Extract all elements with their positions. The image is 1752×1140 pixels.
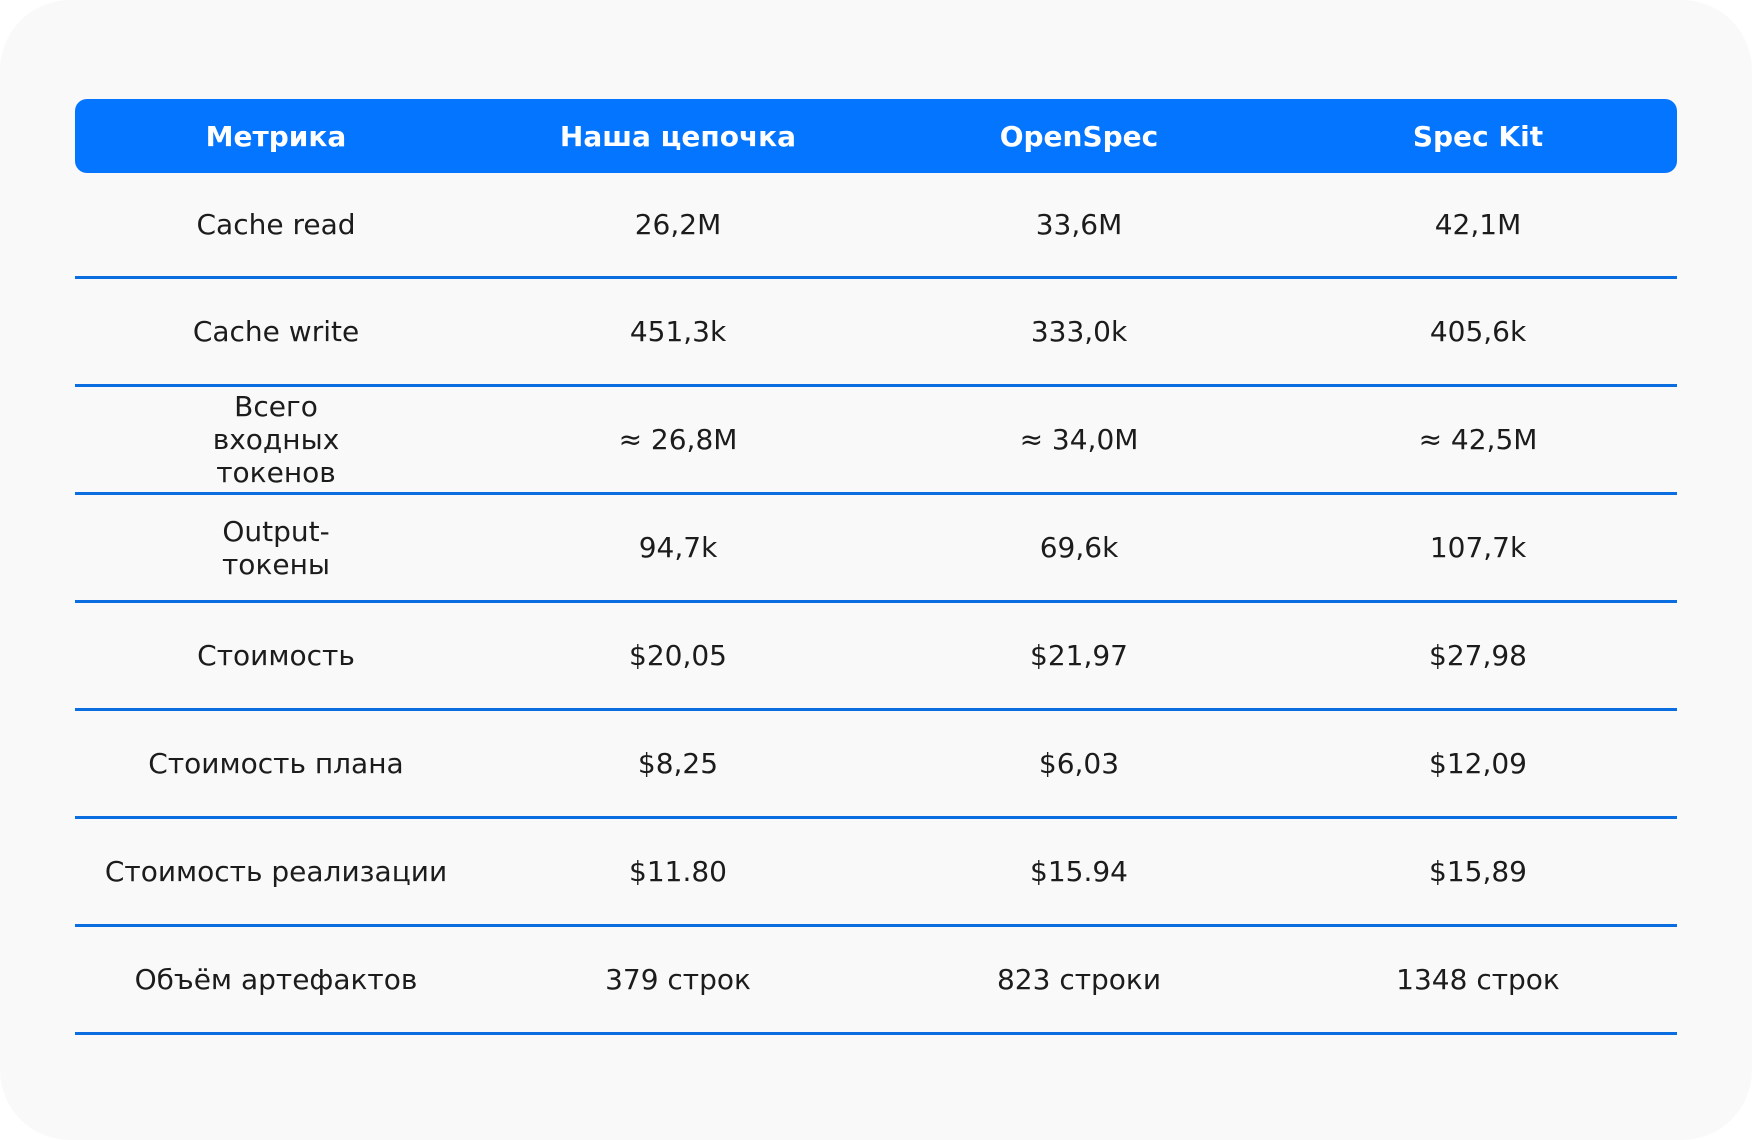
row-value-spec-kit: ≈ 42,5M	[1418, 423, 1538, 456]
row-value-our-chain: 94,7k	[638, 531, 718, 564]
table-row: Объём артефактов 379 строк 823 строки 13…	[75, 927, 1677, 1035]
comparison-table: Метрика Наша цепочка OpenSpec Spec Kit C…	[75, 99, 1677, 1035]
header-metric: Метрика	[205, 119, 347, 153]
row-value-our-chain: $8,25	[637, 747, 719, 780]
row-value-spec-kit: 405,6k	[1429, 315, 1527, 348]
row-value-openspec: $6,03	[1038, 747, 1120, 780]
row-value-openspec: 69,6k	[1039, 531, 1119, 564]
table-row: Всего входных токенов ≈ 26,8M ≈ 34,0M ≈ …	[75, 387, 1677, 495]
row-value-spec-kit: $12,09	[1429, 747, 1527, 780]
row-value-openspec: $21,97	[1030, 639, 1128, 672]
row-metric-label: Объём артефактов	[134, 963, 418, 996]
row-value-spec-kit: 107,7k	[1429, 531, 1527, 564]
table-row: Стоимость реализации $11.80 $15.94 $15,8…	[75, 819, 1677, 927]
row-value-openspec: 333,0k	[1030, 315, 1128, 348]
row-value-spec-kit: $15,89	[1429, 855, 1527, 888]
table-row: Cache read 26,2M 33,6M 42,1M	[75, 173, 1677, 279]
row-metric-label: Cache read	[196, 208, 356, 241]
row-value-our-chain: $20,05	[629, 639, 727, 672]
row-value-openspec: ≈ 34,0M	[1019, 423, 1139, 456]
table-row: Cache write 451,3k 333,0k 405,6k	[75, 279, 1677, 387]
row-value-spec-kit: $27,98	[1429, 639, 1527, 672]
row-value-our-chain: 451,3k	[629, 315, 727, 348]
table-header: Метрика Наша цепочка OpenSpec Spec Kit	[75, 99, 1677, 173]
row-metric-label: Стоимость плана	[148, 747, 404, 780]
table-row: Стоимость плана $8,25 $6,03 $12,09	[75, 711, 1677, 819]
table-row: Output-токены 94,7k 69,6k 107,7k	[75, 495, 1677, 603]
row-value-spec-kit: 1348 строк	[1396, 963, 1560, 996]
row-metric-label: Cache write	[192, 315, 360, 348]
row-metric-label: Стоимость реализации	[104, 855, 448, 888]
header-our-chain: Наша цепочка	[559, 119, 797, 153]
row-value-our-chain: 379 строк	[605, 963, 751, 996]
row-value-spec-kit: 42,1M	[1434, 208, 1522, 241]
row-metric-label: Всего входных токенов	[212, 390, 340, 489]
row-value-our-chain: $11.80	[629, 855, 727, 888]
header-spec-kit: Spec Kit	[1412, 119, 1544, 153]
row-value-openspec: 33,6M	[1035, 208, 1123, 241]
table-row: Стоимость $20,05 $21,97 $27,98	[75, 603, 1677, 711]
row-metric-label: Стоимость	[197, 639, 355, 672]
row-value-openspec: 823 строки	[996, 963, 1162, 996]
row-value-openspec: $15.94	[1030, 855, 1128, 888]
row-value-our-chain: 26,2M	[634, 208, 722, 241]
row-value-our-chain: ≈ 26,8M	[618, 423, 738, 456]
row-metric-label: Output-токены	[222, 514, 330, 581]
header-openspec: OpenSpec	[999, 119, 1159, 153]
